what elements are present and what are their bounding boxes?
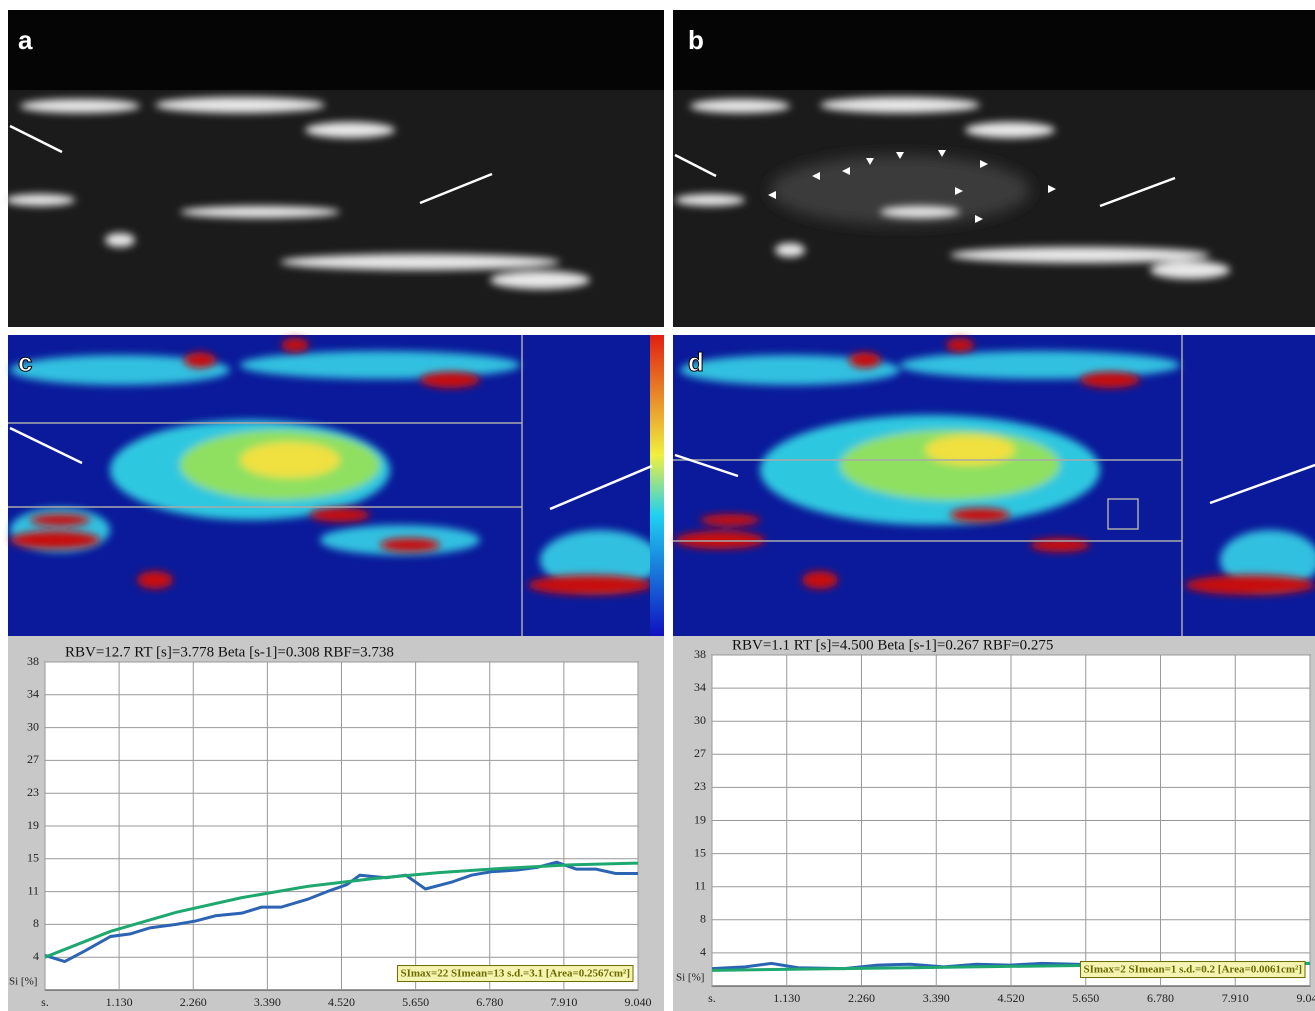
x-tick-label: 3.390 [254, 995, 281, 1009]
y-tick-label: 4 [700, 945, 706, 959]
y-tick-label: 27 [694, 746, 706, 760]
y-axis-label: Si [%] [676, 972, 704, 984]
perfusion-map-d [673, 335, 1315, 636]
y-tick-label: 19 [694, 812, 706, 826]
x-tick-label: s. [41, 995, 49, 1009]
x-tick-label: 1.130 [773, 991, 800, 1005]
y-tick-label: 38 [694, 647, 706, 661]
x-tick-label: 6.780 [476, 995, 503, 1009]
x-tick-label: 4.520 [328, 995, 355, 1009]
y-tick-label: 30 [694, 713, 706, 727]
x-tick-label: 5.650 [402, 995, 429, 1009]
x-tick-label: 3.390 [923, 991, 950, 1005]
y-tick-label: 4 [33, 949, 39, 963]
y-tick-label: 8 [33, 916, 39, 930]
panel-label: c [18, 347, 32, 377]
chart-title: RBV=1.1 RT [s]=4.500 Beta [s-1]=0.267 RB… [732, 637, 1053, 653]
ultrasound-a [5, 10, 664, 327]
y-tick-label: 34 [27, 687, 39, 701]
y-axis-label: Si [%] [9, 976, 37, 988]
y-tick-label: 11 [694, 878, 706, 892]
perfusion-map-c [8, 335, 664, 636]
y-tick-label: 30 [27, 719, 39, 733]
panel-label: a [18, 25, 33, 55]
x-tick-label: 9.040 [625, 995, 652, 1009]
x-tick-label: 4.520 [998, 991, 1025, 1005]
x-tick-label: 2.260 [180, 995, 207, 1009]
y-tick-label: 34 [694, 680, 706, 694]
x-tick-label: 7.910 [550, 995, 577, 1009]
x-tick-label: 1.130 [106, 995, 133, 1009]
annotation: SImax=22 SImean=13 s.d.=3.1 [Area=0.2567… [400, 968, 630, 980]
y-tick-label: 11 [27, 883, 39, 897]
y-tick-label: 19 [27, 818, 39, 832]
y-tick-label: 23 [27, 785, 39, 799]
y-tick-label: 38 [27, 654, 39, 668]
x-tick-label: 7.910 [1222, 991, 1249, 1005]
y-tick-label: 27 [27, 752, 39, 766]
x-tick-label: 9.040 [1297, 991, 1315, 1005]
y-tick-label: 15 [694, 845, 706, 859]
x-tick-label: s. [708, 991, 716, 1005]
y-tick-label: 15 [27, 851, 39, 865]
x-tick-label: 5.650 [1072, 991, 1099, 1005]
annotation: SImax=2 SImean=1 s.d.=0.2 [Area=0.0061cm… [1083, 964, 1302, 976]
y-tick-label: 23 [694, 779, 706, 793]
figure: a b c d 4 8 11 15 19 23 27 30 34 38 s. 1.130 2.260 3.… [0, 0, 1315, 1011]
panel-label: d [688, 347, 704, 377]
y-tick-label: 8 [700, 912, 706, 926]
chart-title: RBV=12.7 RT [s]=3.778 Beta [s-1]=0.308 R… [65, 644, 394, 660]
x-tick-label: 2.260 [848, 991, 875, 1005]
ultrasound-b [673, 10, 1315, 327]
x-tick-label: 6.780 [1147, 991, 1174, 1005]
panel-label: b [688, 25, 704, 55]
